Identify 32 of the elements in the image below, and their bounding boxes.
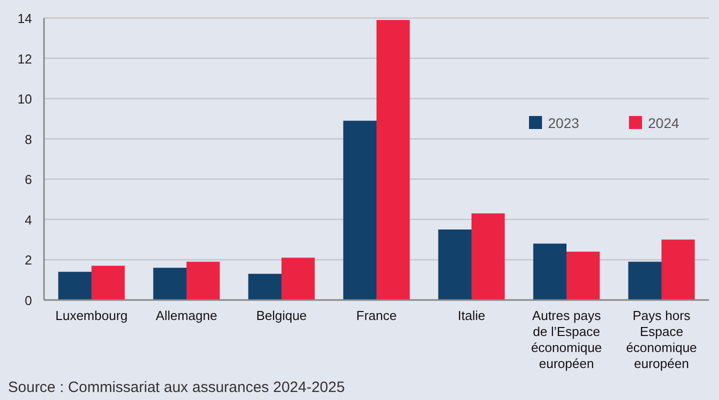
bar bbox=[376, 20, 410, 300]
x-tick-label: Belgique bbox=[256, 308, 307, 323]
bar bbox=[628, 262, 662, 300]
bar bbox=[472, 213, 505, 300]
y-tick-label: 10 bbox=[18, 92, 32, 107]
x-tick-label: Luxembourg bbox=[55, 308, 128, 323]
legend-label: 2023 bbox=[548, 115, 580, 131]
x-tick-label: Allemagne bbox=[156, 308, 218, 323]
bar bbox=[343, 120, 376, 300]
y-tick-label: 8 bbox=[24, 132, 32, 147]
bar bbox=[438, 230, 472, 300]
bar bbox=[248, 274, 282, 300]
x-tick-label: Pays hors Espace économique européen bbox=[626, 308, 697, 371]
y-tick-label: 0 bbox=[24, 293, 32, 308]
bar bbox=[153, 268, 186, 300]
legend-label: 2024 bbox=[648, 115, 680, 131]
bar bbox=[662, 240, 695, 300]
y-tick-label: 4 bbox=[24, 212, 32, 228]
bar bbox=[566, 252, 600, 300]
y-tick-label: 2 bbox=[24, 252, 32, 268]
bar bbox=[533, 244, 566, 300]
x-tick-label: Autres pays de l’Espace économique européen bbox=[531, 308, 602, 371]
x-tick-label: France bbox=[356, 308, 397, 323]
bar bbox=[186, 262, 220, 300]
bar bbox=[58, 272, 92, 300]
y-tick-label: 6 bbox=[24, 172, 32, 188]
bar bbox=[282, 258, 315, 300]
x-tick-label: Italie bbox=[458, 308, 486, 323]
y-tick-label: 14 bbox=[18, 11, 32, 26]
y-tick-label: 12 bbox=[18, 51, 32, 66]
source-note: Source : Commissariat aux assurances 2024-2025 bbox=[8, 379, 345, 396]
bar bbox=[92, 266, 125, 300]
